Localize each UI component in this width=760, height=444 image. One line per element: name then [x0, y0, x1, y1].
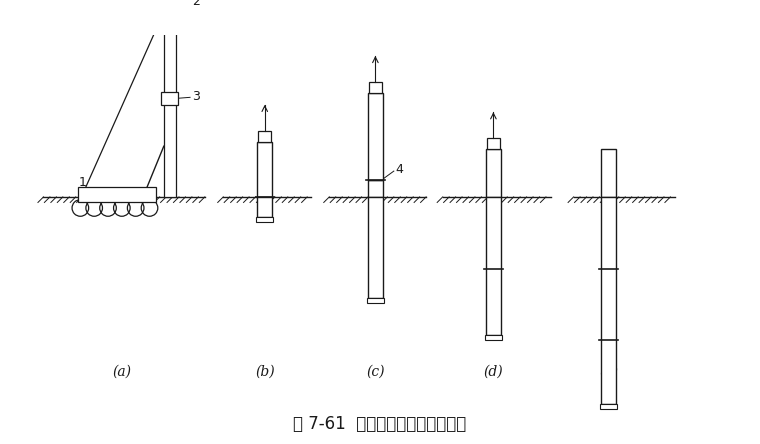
- Text: 1: 1: [78, 176, 86, 189]
- Text: 2: 2: [192, 0, 200, 8]
- Bar: [78, 187, 157, 202]
- Bar: [368, 180, 383, 197]
- Bar: [487, 138, 500, 149]
- Bar: [486, 149, 501, 197]
- Bar: [160, 8, 179, 26]
- Bar: [367, 298, 384, 303]
- Bar: [258, 131, 271, 142]
- Bar: [601, 197, 616, 404]
- Bar: [258, 197, 272, 217]
- Bar: [486, 197, 501, 335]
- Text: (b): (b): [255, 365, 274, 379]
- Bar: [258, 142, 272, 197]
- Text: 图 7-61  预应力管桩施工工艺流程: 图 7-61 预应力管桩施工工艺流程: [293, 415, 467, 433]
- Text: 4: 4: [396, 163, 404, 176]
- Bar: [369, 82, 382, 93]
- Bar: [164, 0, 176, 197]
- Bar: [485, 335, 502, 340]
- Bar: [368, 197, 383, 298]
- Bar: [161, 92, 178, 105]
- Text: (c): (c): [366, 365, 385, 379]
- Text: (e): (e): [599, 365, 618, 379]
- Text: 3: 3: [192, 90, 200, 103]
- Bar: [600, 404, 617, 409]
- Bar: [368, 93, 383, 180]
- Text: (a): (a): [112, 365, 131, 379]
- Bar: [256, 217, 273, 222]
- Text: (d): (d): [483, 365, 503, 379]
- Bar: [601, 149, 616, 197]
